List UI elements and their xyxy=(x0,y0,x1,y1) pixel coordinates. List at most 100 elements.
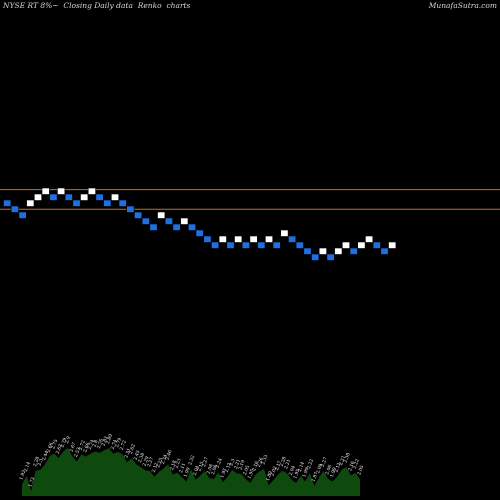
volume-label: 2.44 xyxy=(41,450,50,462)
up-brick xyxy=(264,235,273,243)
volume-label: 2.16 xyxy=(251,460,260,472)
down-brick xyxy=(226,241,235,249)
up-brick xyxy=(388,241,397,249)
volume-label: 2.79 xyxy=(59,437,68,449)
volume-label: 2.62 xyxy=(128,443,137,455)
volume-label: 2.06 xyxy=(324,464,333,476)
volume-label: 2.76 xyxy=(96,438,105,450)
reference-lines xyxy=(0,189,500,210)
down-brick xyxy=(303,247,312,255)
down-brick xyxy=(172,223,181,231)
volume-label: 2.04 xyxy=(288,465,297,477)
down-brick xyxy=(164,217,173,225)
volume-label: 2.05 xyxy=(242,464,251,476)
down-brick xyxy=(18,211,27,219)
volume-label: 2.27 xyxy=(146,456,155,468)
volume-label: 2.72 xyxy=(78,439,87,451)
down-brick xyxy=(95,193,104,201)
volume-label: 2.74 xyxy=(110,439,119,451)
volume-label: 2.72 xyxy=(119,439,128,451)
volume-label: 2.19 xyxy=(237,459,246,471)
volume-label: 2.38 xyxy=(137,452,146,464)
up-brick xyxy=(341,241,350,249)
volume-panel xyxy=(22,447,360,496)
down-brick xyxy=(134,211,143,219)
volume-label: 2.14 xyxy=(297,461,306,473)
volume-label: 2.04 xyxy=(192,465,201,477)
up-brick xyxy=(334,247,343,255)
down-brick xyxy=(241,241,250,249)
down-brick xyxy=(118,199,127,207)
volume-label: 2.67 xyxy=(68,441,77,453)
volume-label: 1.97 xyxy=(219,467,228,479)
volume-label: 2.83 xyxy=(100,435,109,447)
volume-label: 2.3 xyxy=(228,458,236,467)
renko-bricks xyxy=(3,187,397,261)
volume-label: 2.12 xyxy=(333,462,342,474)
volume-label: 2.46 xyxy=(164,449,173,461)
volume-label: 2.12 xyxy=(224,462,233,474)
down-brick xyxy=(288,235,297,243)
up-brick xyxy=(57,187,66,195)
volume-label: 2.11 xyxy=(178,462,187,474)
volume-label: 1.99 xyxy=(183,467,192,479)
volume-label: 2.21 xyxy=(283,458,292,470)
up-brick xyxy=(33,193,42,201)
volume-label: 2.24 xyxy=(215,457,224,469)
volume-label: 1.95 xyxy=(247,468,256,480)
volume-label: 1.99 xyxy=(329,467,338,479)
volume-label: 1.95 xyxy=(292,468,301,480)
up-brick xyxy=(80,193,89,201)
down-brick xyxy=(203,235,212,243)
volume-label: 2.31 xyxy=(338,455,347,467)
up-brick xyxy=(318,247,327,255)
volume-label: 2.22 xyxy=(306,458,315,470)
volume-label: 2.18 xyxy=(169,460,178,472)
volume-label: 2.79 xyxy=(114,437,123,449)
volume-label: 2.29 xyxy=(142,455,151,467)
volume-area xyxy=(22,447,360,496)
down-brick xyxy=(188,223,197,231)
up-brick xyxy=(234,235,243,243)
volume-label: 2.32 xyxy=(187,454,196,466)
volume-label: 2.02 xyxy=(269,465,278,477)
down-brick xyxy=(72,199,81,207)
volume-label: 2.51 xyxy=(123,447,132,459)
down-brick xyxy=(257,241,266,249)
volume-label: 2.05 xyxy=(356,464,365,476)
down-brick xyxy=(103,199,112,207)
volume-labels: 1.922.141.732.282.32.442.662.752.622.792… xyxy=(18,433,365,488)
down-brick xyxy=(295,241,304,249)
volume-label: 2.12 xyxy=(151,462,160,474)
volume-label: 2.22 xyxy=(352,458,361,470)
up-brick xyxy=(180,217,189,225)
volume-label: 1.73 xyxy=(27,476,36,488)
down-brick xyxy=(311,253,320,261)
down-brick xyxy=(349,247,358,255)
up-brick xyxy=(157,211,166,219)
volume-label: 2.08 xyxy=(206,463,215,475)
down-brick xyxy=(149,223,158,231)
down-brick xyxy=(49,193,58,201)
volume-label: 1.87 xyxy=(311,471,320,483)
up-brick xyxy=(280,229,289,237)
volume-label: 2.62 xyxy=(55,443,64,455)
volume-label: 2.33 xyxy=(260,454,269,466)
up-brick xyxy=(249,235,258,243)
volume-label: 2.15 xyxy=(196,461,205,473)
volume-label: 2.17 xyxy=(274,460,283,472)
volume-label: 2.09 xyxy=(315,463,324,475)
down-brick xyxy=(372,241,381,249)
volume-label: 2.8 xyxy=(91,439,99,448)
up-brick xyxy=(87,187,96,195)
volume-label: 2.53 xyxy=(73,447,82,459)
volume-label: 2.38 xyxy=(343,452,352,464)
volume-label: 2.9 xyxy=(64,435,72,444)
volume-label: 2.28 xyxy=(279,456,288,468)
down-brick xyxy=(380,247,389,255)
volume-label: 2.27 xyxy=(320,456,329,468)
down-brick xyxy=(64,193,73,201)
chart-title: NYSE RT 8%~ Closing Daily data Renko cha… xyxy=(3,1,191,10)
volume-label: 2.14 xyxy=(23,461,32,473)
